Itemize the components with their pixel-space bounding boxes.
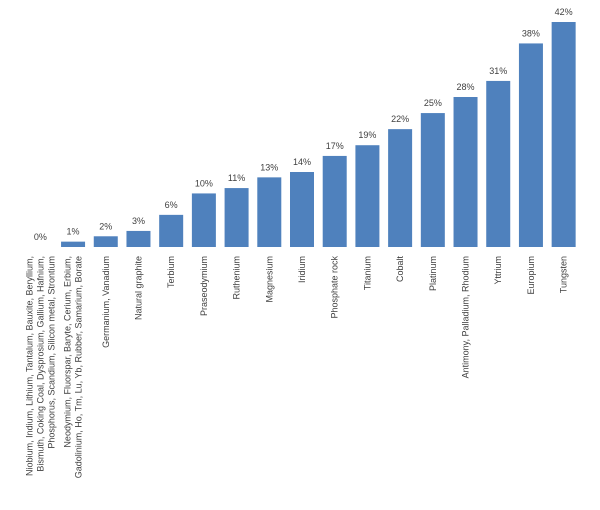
x-tick-label: Niobium, Indium, Lithium, Tantalum, Baux… [24,256,56,476]
bar [420,113,445,247]
data-label: 28% [457,82,475,92]
x-tick-label-line: Bismuth, Coking Coal, Dysprosium, Galliu… [35,256,45,472]
x-tick-label-line: Terbium [166,256,176,288]
bar [551,22,576,247]
x-tick-label-line: Phosphate rock [330,256,340,319]
bar [257,177,282,247]
bar [126,230,151,247]
data-label: 38% [522,28,540,38]
x-tick-label: Germanium, Vanadium [101,256,111,348]
bar [486,80,511,247]
x-tick-label-line: Neodymium, Fluorspar, Baryte, Cerium, Er… [63,256,73,448]
data-label: 25% [424,98,442,108]
x-tick-label: Ruthenium [232,256,242,300]
x-tick-label-line: Titanium [362,256,372,290]
x-tick-label-line: Yttrium [493,256,503,285]
x-tick-label-line: Tungsten [559,256,569,293]
bar [388,129,413,247]
x-tick-label: Terbium [166,256,176,288]
x-tick-label: Magnesium [264,256,274,303]
bar [290,172,314,247]
data-label: 42% [555,7,573,17]
data-label: 0% [34,232,47,242]
x-tick-label: Platinum [428,256,438,291]
x-tick-label: Europium [526,256,536,295]
bar [322,155,347,247]
x-tick-label-line: Ruthenium [232,256,242,300]
data-label: 13% [260,162,278,172]
x-tick-label: Phosphate rock [330,256,340,319]
x-tick-label: Iridium [297,256,307,283]
bar [224,188,249,247]
data-label: 19% [358,130,376,140]
x-tick-label: Tungsten [559,256,569,293]
x-tick-label: Neodymium, Fluorspar, Baryte, Cerium, Er… [63,256,84,478]
x-tick-label-line: Germanium, Vanadium [101,256,111,348]
data-label: 3% [132,216,145,226]
x-tick-label-line: Europium [526,256,536,295]
bar [453,97,478,247]
bar [355,145,380,247]
x-tick-label-line: Gadolinium, Ho, Tm, Lu, Yb, Rubber, Sama… [74,256,84,478]
data-label: 10% [195,178,213,188]
x-tick-label: Praseodymium [199,256,209,316]
x-tick-label: Yttrium [493,256,503,285]
x-tick-label-line: Cobalt [395,256,405,283]
data-label: 2% [99,221,112,231]
x-tick-label: Natural graphite [133,256,143,320]
x-tick-label-line: Magnesium [264,256,274,303]
bar [191,193,216,247]
data-label: 6% [165,200,178,210]
x-tick-label: Titanium [362,256,372,290]
bar [93,236,118,247]
bar [159,214,184,247]
x-tick-label-line: Praseodymium [199,256,209,316]
data-label: 11% [228,173,245,183]
x-tick-label: Antimony, Palladium, Rhodium [461,256,471,378]
x-tick-label: Cobalt [395,256,405,283]
data-label: 17% [326,141,344,151]
bar [61,241,86,247]
x-tick-label-line: Iridium [297,256,307,283]
x-tick-label-line: Niobium, Indium, Lithium, Tantalum, Baux… [24,256,34,476]
data-label: 22% [391,114,409,124]
x-tick-label-line: Phosphorus, Scandium, Silicon metal, Str… [46,256,56,449]
x-tick-label-line: Natural graphite [133,256,143,320]
data-label: 1% [67,227,80,237]
data-label: 31% [489,66,507,76]
x-tick-label-line: Antimony, Palladium, Rhodium [461,256,471,378]
data-label: 14% [293,157,311,167]
bar [518,43,543,247]
x-tick-label-line: Platinum [428,256,438,291]
